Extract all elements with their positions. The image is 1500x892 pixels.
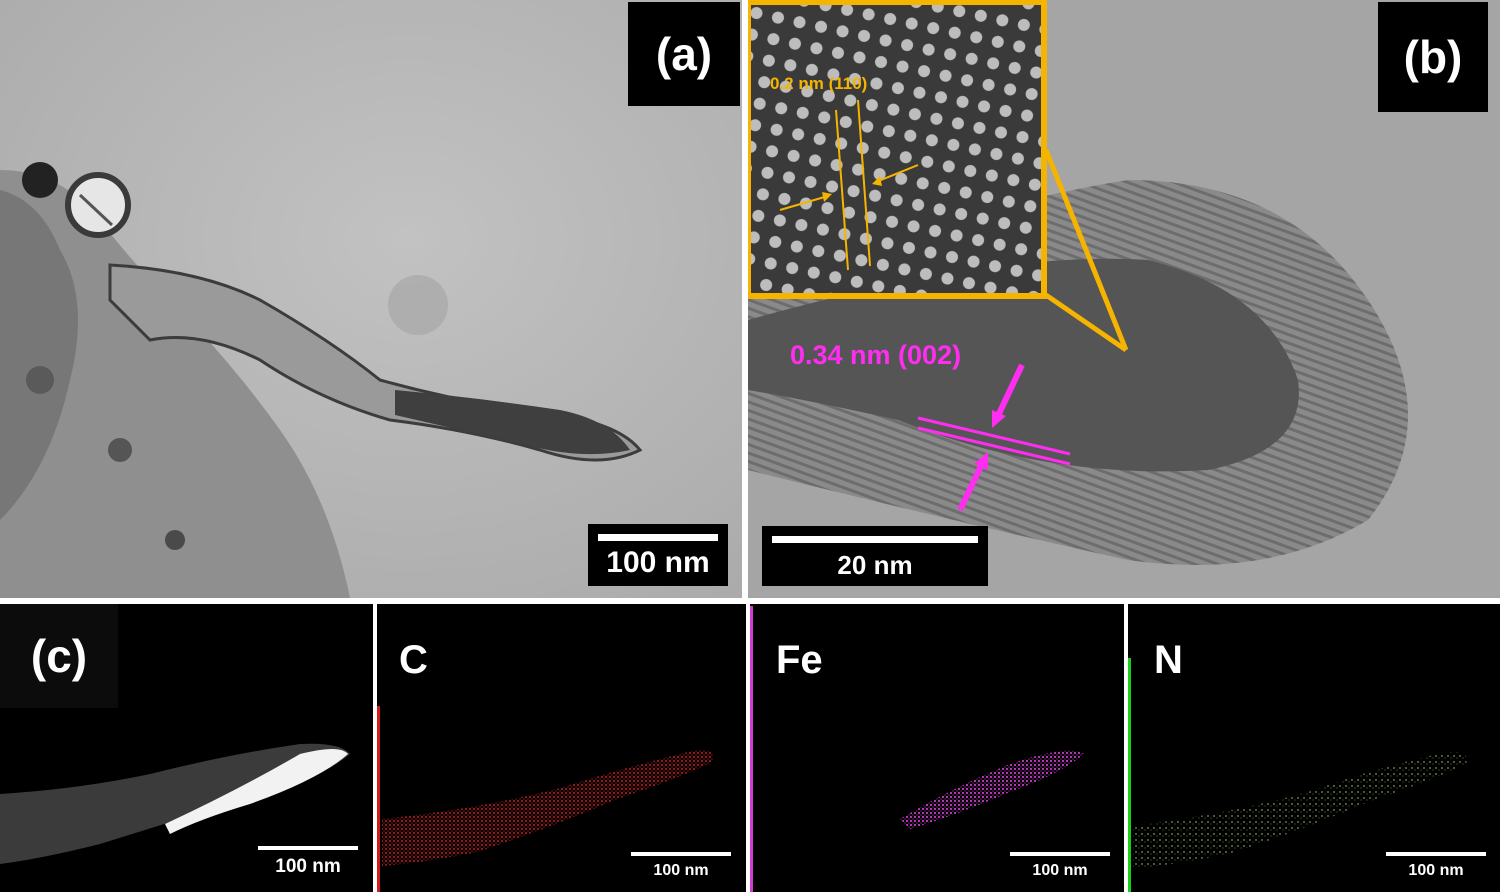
inset-lattice-annotation: 0.2 nm (110)	[770, 74, 868, 93]
nitrogen-map-edge	[1128, 658, 1131, 892]
scale-bar-b-line	[772, 536, 978, 543]
scale-bar-nitrogen-map-text: 100 nm	[1408, 862, 1464, 879]
panel-label-a: (a)	[628, 2, 740, 106]
hrtem-image-b: 0.2 nm (110) 0.34 nm (002) (b) 20 nm	[748, 0, 1500, 598]
scale-bar-c: 100 nm	[252, 836, 364, 884]
panel-label-a-text: (a)	[655, 28, 713, 80]
carbon-map-edge	[377, 706, 380, 892]
lattice-spacing-annotation: 0.34 nm (002)	[790, 340, 962, 370]
element-label-iron: Fe	[776, 638, 823, 682]
haadf-image-c: (c) 100 nm	[0, 604, 373, 892]
scale-bar-iron-map-text: 100 nm	[1032, 862, 1088, 879]
scale-bar-carbon-map: 100 nm	[627, 850, 735, 886]
scale-bar-a-text: 100 nm	[606, 546, 710, 579]
tem-image-a: (a) 100 nm	[0, 0, 742, 598]
scale-bar-b: 20 nm	[762, 526, 988, 586]
panel-label-c: (c)	[0, 604, 118, 708]
iron-map-edge	[750, 606, 753, 892]
element-label-nitrogen: N	[1154, 638, 1183, 682]
panel-label-b-text: (b)	[1403, 31, 1463, 83]
panel-label-c-text: (c)	[30, 630, 88, 682]
scale-bar-b-text: 20 nm	[837, 550, 913, 580]
scale-bar-c-text: 100 nm	[275, 856, 341, 877]
iron-map-image	[750, 604, 1124, 892]
carbon-map-image	[377, 604, 746, 892]
scale-bar-a: 100 nm	[588, 524, 728, 586]
scale-bar-carbon-map-line	[631, 852, 731, 856]
scale-bar-c-line	[258, 846, 358, 850]
scale-bar-nitrogen-map-line	[1386, 852, 1486, 856]
eds-map-carbon: C 100 nm	[377, 604, 746, 892]
scale-bar-iron-map-line	[1010, 852, 1110, 856]
scale-bar-nitrogen-map: 100 nm	[1382, 850, 1490, 886]
eds-map-iron: Fe 100 nm	[750, 604, 1124, 892]
scale-bar-carbon-map-text: 100 nm	[653, 862, 709, 879]
eds-map-nitrogen: N 100 nm	[1128, 604, 1500, 892]
scale-bar-iron-map: 100 nm	[1006, 850, 1114, 886]
hrtem-micrograph-b	[748, 0, 1500, 598]
tem-micrograph-a	[0, 0, 742, 598]
nitrogen-map-image	[1128, 604, 1500, 892]
scale-bar-a-line	[598, 534, 718, 541]
panel-label-b: (b)	[1378, 2, 1488, 112]
element-label-carbon: C	[399, 638, 428, 682]
